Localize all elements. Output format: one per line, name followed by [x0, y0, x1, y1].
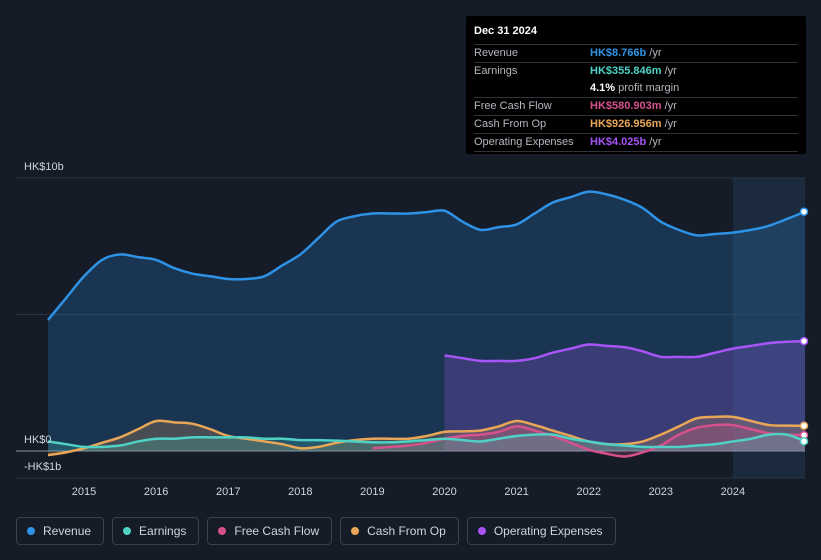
- legend-dot-icon: [123, 527, 132, 535]
- legend-item-cash-from-op[interactable]: Cash From Op: [340, 517, 459, 545]
- legend-item-free-cash-flow[interactable]: Free Cash Flow: [207, 517, 333, 545]
- y-label-bottom: -HK$1b: [24, 461, 61, 473]
- endpoint-revenue: [799, 207, 809, 216]
- legend-label: Cash From Op: [367, 524, 446, 538]
- tooltip-label: Revenue: [474, 47, 519, 59]
- legend-label: Free Cash Flow: [234, 524, 320, 538]
- x-tick-label: 2024: [721, 486, 745, 498]
- x-tick-label: 2021: [504, 486, 528, 498]
- tooltip-label: Free Cash Flow: [474, 100, 552, 112]
- tooltip-label: Operating Expenses: [474, 136, 574, 148]
- x-tick-label: 2023: [649, 486, 673, 498]
- legend-item-earnings[interactable]: Earnings: [112, 517, 200, 545]
- area-revenue: [48, 191, 805, 451]
- tooltip-row-earnings: Earnings HK$355.846m /yr: [474, 63, 798, 80]
- tooltip-unit: /yr: [664, 118, 677, 130]
- tooltip-label: Cash From Op: [474, 118, 547, 130]
- profit-margin-value: 4.1%: [590, 82, 616, 94]
- line-earnings: [47, 432, 806, 449]
- tooltip-unit: /yr: [649, 47, 662, 59]
- tooltip-value: HK$580.903m: [590, 100, 662, 112]
- line-operating-expenses: [444, 339, 806, 363]
- legend: Revenue Earnings Free Cash Flow Cash Fro…: [16, 517, 616, 545]
- legend-label: Revenue: [43, 524, 92, 538]
- tooltip-unit: /yr: [664, 65, 677, 77]
- endpoint-earnings: [799, 437, 809, 446]
- tooltip-date: Dec 31 2024: [474, 24, 798, 45]
- y-label-top: HK$10b: [24, 161, 64, 173]
- line-revenue: [47, 190, 806, 321]
- area-free-cash-flow: [372, 424, 805, 457]
- x-tick-label: 2016: [144, 486, 168, 498]
- x-tick-label: 2019: [360, 486, 384, 498]
- legend-item-operating-expenses[interactable]: Operating Expenses: [466, 517, 616, 545]
- tooltip-value: HK$8.766b: [590, 47, 647, 59]
- line-cash-from-op: [47, 415, 806, 457]
- tooltip-row-profit-margin: 4.1% profit margin: [474, 80, 798, 98]
- tooltip-unit: /yr: [649, 136, 662, 148]
- tooltip-value: HK$926.956m: [590, 118, 662, 130]
- profit-margin-label: profit margin: [618, 82, 680, 94]
- legend-label: Operating Expenses: [493, 524, 603, 538]
- tooltip-panel: Dec 31 2024 Revenue HK$8.766b /yr Earnin…: [466, 16, 806, 154]
- legend-dot-icon: [218, 527, 227, 535]
- legend-label: Earnings: [139, 524, 187, 538]
- tooltip-unit: /yr: [664, 100, 677, 112]
- endpoint-cash-from-op: [799, 421, 809, 430]
- tooltip-label: Earnings: [474, 65, 518, 77]
- tooltip-row-revenue: Revenue HK$8.766b /yr: [474, 45, 798, 63]
- x-tick-label: 2017: [216, 486, 240, 498]
- tooltip-row-operating-expenses: Operating Expenses HK$4.025b /yr: [474, 134, 798, 152]
- tooltip-row-cash-from-op: Cash From Op HK$926.956m /yr: [474, 116, 798, 134]
- tooltip-value: HK$355.846m: [590, 65, 662, 77]
- legend-dot-icon: [351, 527, 360, 535]
- x-tick-label: 2018: [288, 486, 312, 498]
- y-label-zero: HK$0: [24, 434, 52, 446]
- x-tick-label: 2020: [432, 486, 456, 498]
- legend-dot-icon: [477, 527, 486, 535]
- legend-item-revenue[interactable]: Revenue: [16, 517, 105, 545]
- area-operating-expenses: [444, 341, 805, 451]
- tooltip-value: HK$4.025b: [590, 136, 647, 148]
- endpoint-operating-expenses: [799, 336, 809, 346]
- x-tick-label: 2015: [72, 486, 96, 498]
- legend-dot-icon: [27, 527, 35, 535]
- x-tick-label: 2022: [576, 486, 600, 498]
- tooltip-row-free-cash-flow: Free Cash Flow HK$580.903m /yr: [474, 98, 798, 116]
